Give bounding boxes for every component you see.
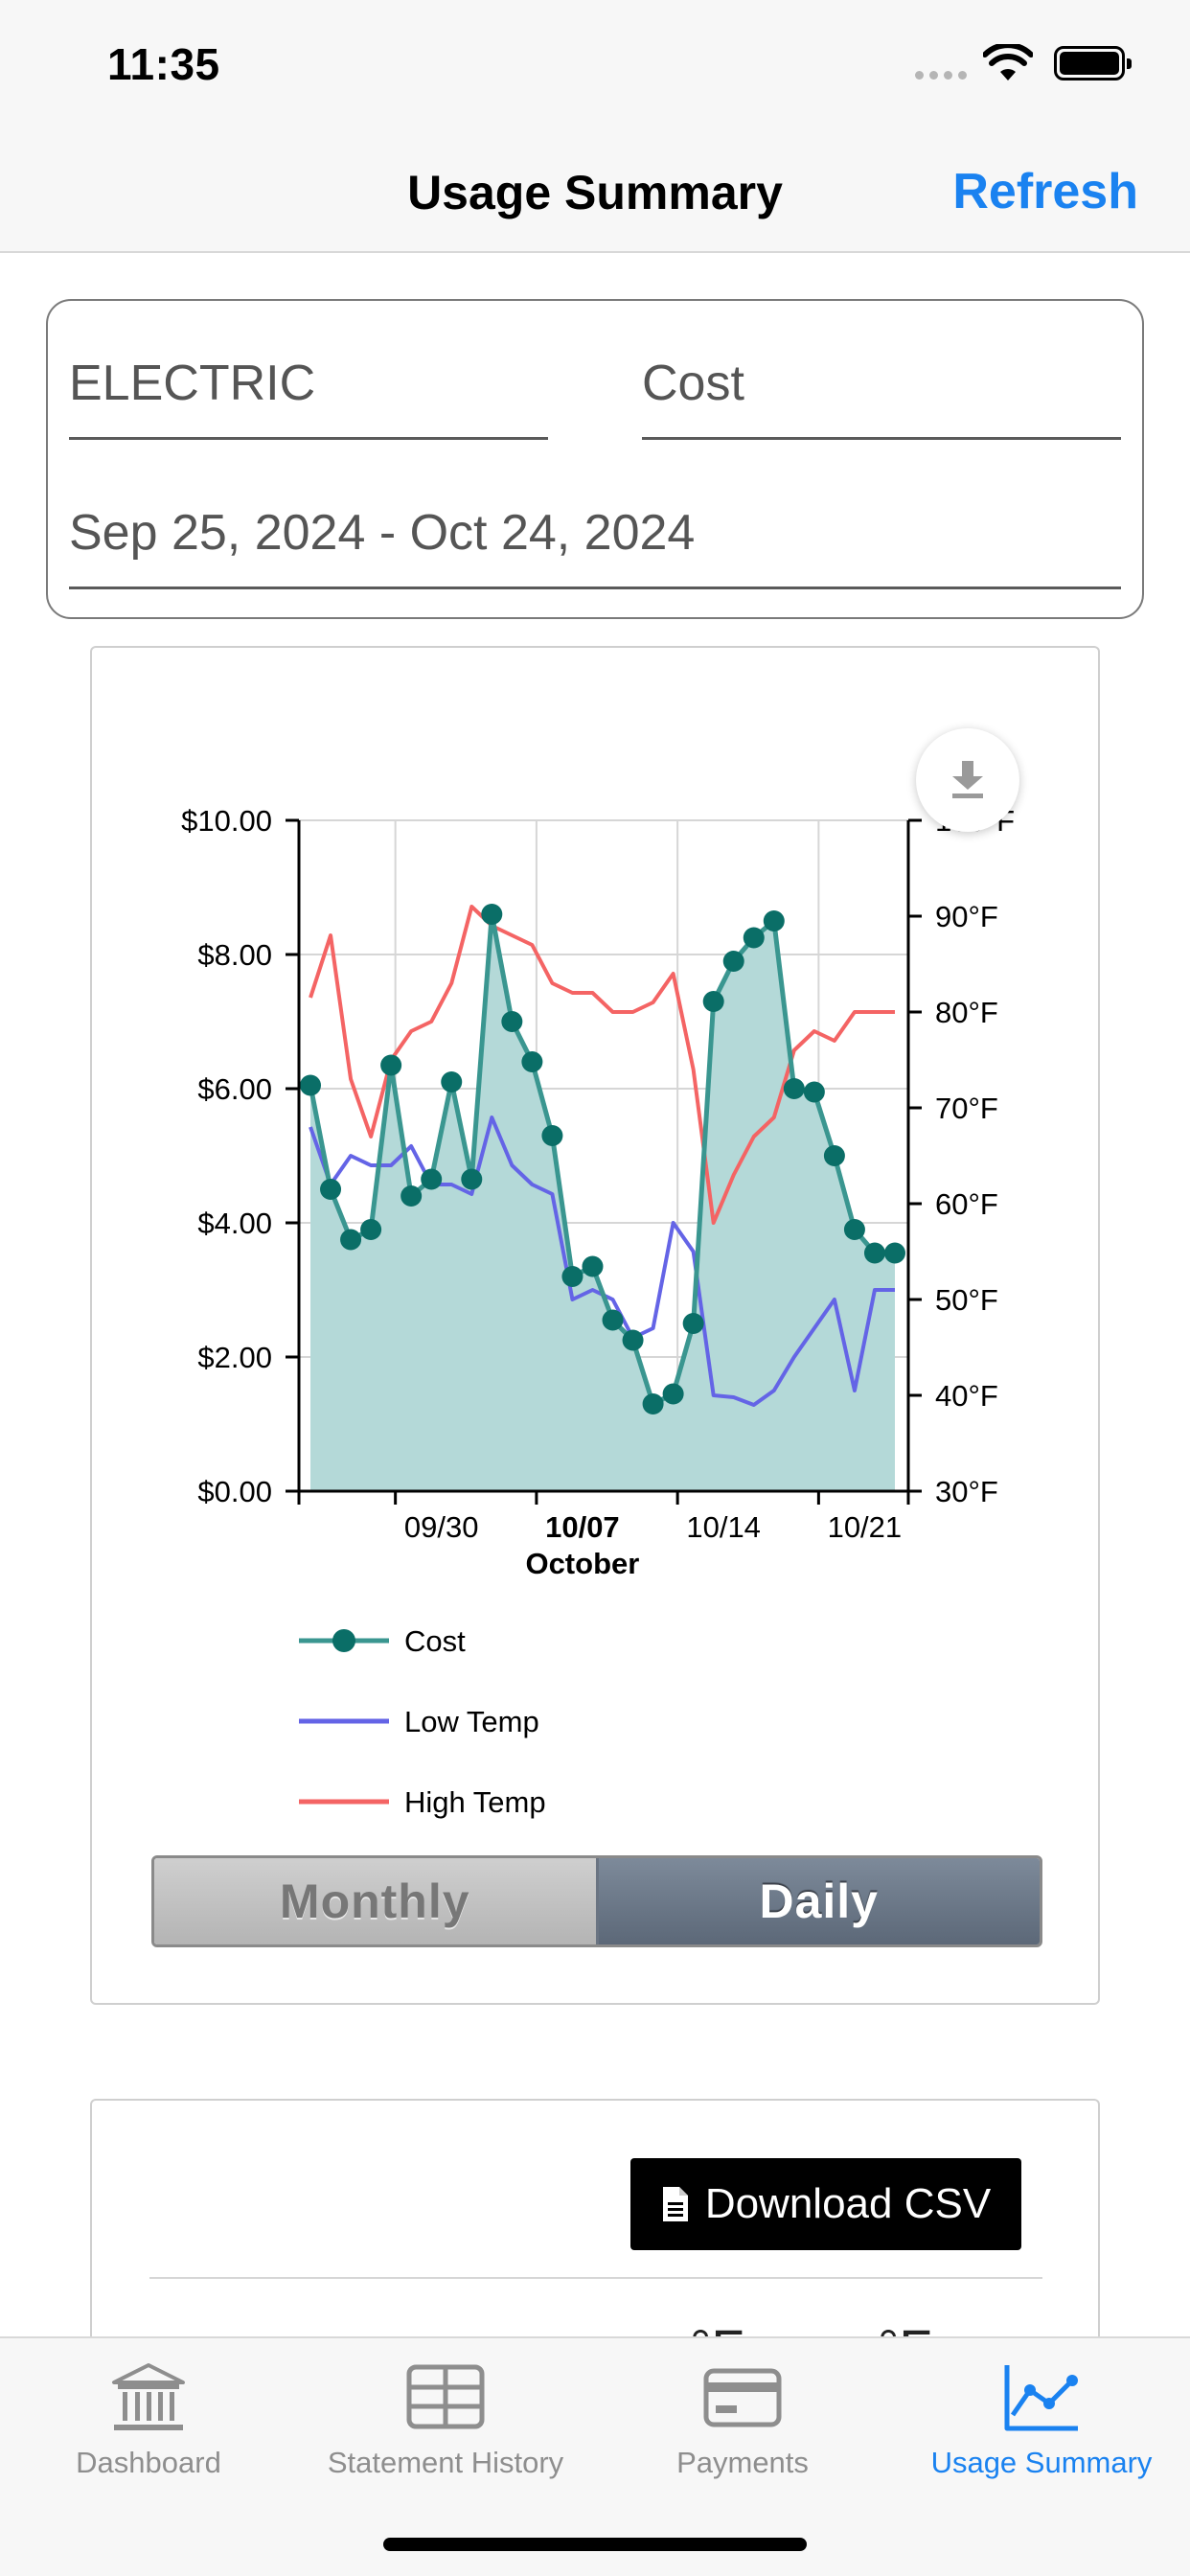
cost-data-point [722, 951, 744, 972]
tab-statement-history[interactable]: Statement History [297, 2361, 594, 2505]
cost-data-point [441, 1071, 463, 1092]
cost-data-point [501, 1011, 523, 1032]
cost-data-point [642, 1393, 664, 1414]
cost-data-point [803, 1081, 825, 1103]
battery-icon [1054, 46, 1132, 80]
cellular-signal-icon [915, 71, 967, 80]
y-right-tick-label: 50°F [935, 1283, 998, 1317]
tab-label: Usage Summary [930, 2446, 1153, 2479]
tab-usage-summary[interactable]: Usage Summary [893, 2361, 1190, 2505]
cost-data-point [843, 1219, 865, 1240]
cost-area [310, 914, 895, 1491]
legend-marker [332, 1629, 355, 1652]
cost-data-point [622, 1329, 644, 1351]
cost-data-point [582, 1255, 604, 1277]
cost-data-point [602, 1309, 624, 1331]
credit-card-icon [703, 2368, 782, 2427]
legend-label: Cost [404, 1624, 466, 1658]
usage-chart-card: $0.00 $2.00 $4.00 $6.00 $8.00 $10.00 30°F 40°F 5… [90, 646, 1100, 2005]
document-icon [662, 2187, 688, 2221]
y-right-tick-label: 60°F [935, 1187, 998, 1221]
x-tick-label: 09/30 [404, 1510, 479, 1544]
status-bar: 11:35 [0, 0, 1190, 126]
cost-data-point [380, 1054, 402, 1076]
home-indicator [383, 2538, 807, 2551]
x-month-label: October [525, 1547, 639, 1580]
cost-data-point [662, 1383, 684, 1405]
cost-data-point [521, 1051, 543, 1072]
chart-download-button[interactable] [916, 728, 1019, 832]
cost-data-point [763, 910, 785, 932]
cost-data-point [320, 1179, 342, 1200]
y-left-tick-label: $10.00 [181, 804, 272, 838]
legend-label: Low Temp [404, 1705, 539, 1738]
date-range-field[interactable]: Sep 25, 2024 - Oct 24, 2024 [69, 504, 1121, 589]
y-left-tick-label: $2.00 [197, 1341, 272, 1374]
bank-icon [112, 2363, 185, 2430]
cost-data-point [340, 1229, 362, 1251]
cost-data-point [400, 1185, 423, 1207]
cost-data-point [300, 1074, 321, 1096]
daily-toggle-button[interactable]: Daily [595, 1858, 1040, 1944]
cost-data-point [884, 1242, 905, 1264]
wifi-icon [983, 44, 1033, 80]
y-right-tick-label: 80°F [935, 996, 998, 1029]
divider [149, 2277, 1042, 2279]
cost-data-point [360, 1219, 382, 1240]
y-left-tick-label: $4.00 [197, 1207, 272, 1240]
monthly-toggle-button[interactable]: Monthly [154, 1858, 596, 1944]
tab-label: Payments [676, 2446, 809, 2479]
y-right-tick-label: 40°F [935, 1379, 998, 1413]
tab-dashboard[interactable]: Dashboard [0, 2361, 297, 2505]
period-toggle: Monthly Daily [151, 1855, 1042, 1947]
cost-data-point [682, 1313, 704, 1334]
cost-data-point [541, 1125, 563, 1146]
x-tick-label: 10/21 [828, 1510, 903, 1544]
page-title: Usage Summary [407, 166, 783, 219]
refresh-button[interactable]: Refresh [952, 164, 1138, 219]
table-icon [406, 2364, 485, 2429]
y-right-tick-label: 30°F [935, 1475, 998, 1508]
cost-data-point [481, 904, 503, 925]
tab-label: Statement History [327, 2446, 564, 2479]
metric-field[interactable]: Cost [642, 355, 1121, 440]
status-time: 11:35 [107, 39, 220, 89]
cost-data-point [823, 1145, 845, 1166]
legend-label: High Temp [404, 1785, 546, 1819]
navigation-bar: Usage Summary Refresh [0, 126, 1190, 253]
x-tick-label: 10/14 [686, 1510, 761, 1544]
download-csv-button[interactable]: Download CSV [630, 2158, 1021, 2250]
utility-type-field[interactable]: ELECTRIC [69, 355, 548, 440]
y-right-tick-label: 70°F [935, 1092, 998, 1125]
y-right-tick-label: 90°F [935, 900, 998, 933]
high-temp-series-line [309, 905, 895, 1225]
cost-data-point [743, 927, 765, 949]
chart-icon [1004, 2365, 1078, 2431]
tab-bar: Dashboard Statement History Payments Usa… [0, 2336, 1190, 2576]
y-left-tick-label: $6.00 [197, 1072, 272, 1106]
cost-data-point [702, 991, 724, 1012]
x-tick-label: 10/07 [545, 1510, 620, 1544]
usage-filter-card: ELECTRIC Cost Sep 25, 2024 - Oct 24, 202… [46, 299, 1144, 619]
cost-data-point [863, 1242, 885, 1264]
download-csv-label: Download CSV [704, 2180, 992, 2227]
tab-payments[interactable]: Payments [594, 2361, 891, 2505]
cost-data-point [461, 1168, 483, 1190]
tab-label: Dashboard [76, 2446, 221, 2479]
cost-data-point [561, 1266, 584, 1287]
y-left-tick-label: $0.00 [197, 1475, 272, 1508]
download-icon [952, 761, 983, 798]
cost-data-point [783, 1078, 805, 1099]
y-left-tick-label: $8.00 [197, 938, 272, 972]
cost-data-point [421, 1168, 443, 1190]
